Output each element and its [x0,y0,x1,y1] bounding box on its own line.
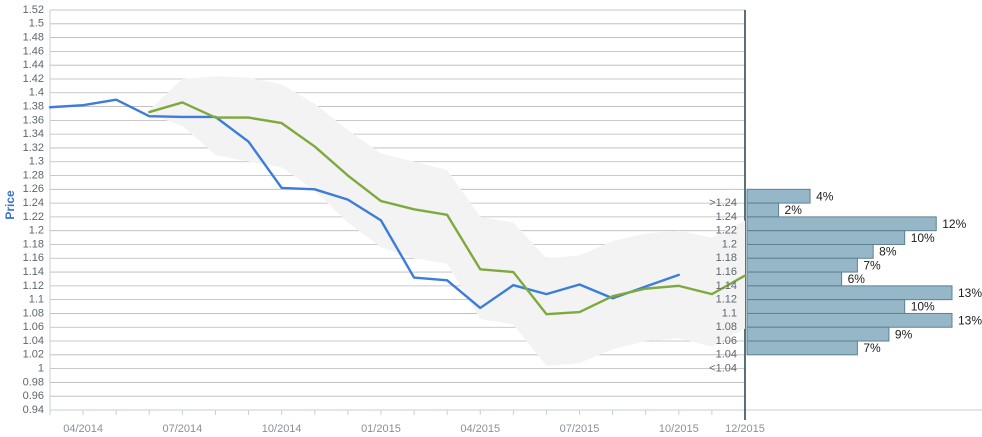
y-axis-tick-label: 0.94 [23,404,44,416]
histogram-bar-value-label: 7% [863,258,881,272]
y-axis-tick-label: 1.44 [23,59,44,71]
y-axis-tick-label: 0.96 [23,390,44,402]
y-axis-tick-label: 1.04 [23,335,44,347]
y-axis-tick-label: 1.02 [23,349,44,361]
histogram-bar [746,299,906,314]
y-axis-tick-label: 1.28 [23,169,44,181]
histogram-bar [746,216,937,232]
y-axis-tick-label: 1.46 [23,45,44,57]
x-axis-tick-label: 04/2014 [63,423,103,435]
histogram-bar [746,326,890,342]
y-axis-tick-label: 1.48 [23,31,44,43]
y-axis-tick-label: 1.24 [23,197,44,209]
histogram-bin-label: 1.04 [716,349,737,361]
histogram-bin-label: 1.24 [716,211,737,223]
histogram-bar-value-label: 4% [816,189,834,203]
confidence-band-area [149,76,746,366]
y-axis-tick-label: 1.18 [23,238,44,250]
histogram-bar [746,188,811,204]
y-axis-tick-label: 1.52 [23,4,44,16]
series-line-forecast [148,101,747,316]
y-axis-tick-label: 1.3 [29,156,44,168]
y-axis-tick-label: 1.38 [23,100,44,112]
y-axis-tick-label: 1.08 [23,307,44,319]
x-axis-tick-label: 01/2015 [361,423,401,435]
histogram-bin-label: >1.24 [709,197,737,209]
histogram-bin-label: 1.12 [716,294,737,306]
x-axis-tick-label: 07/2014 [162,423,202,435]
histogram-bin-label: 1.14 [716,280,737,292]
histogram-bar [746,202,780,218]
histogram-bin-label: 1.06 [716,335,737,347]
y-axis-tick-label: 1.2 [29,225,44,237]
histogram-bar [746,285,953,301]
histogram-bar-value-label: 13% [958,286,982,300]
histogram-bar-value-label: 10% [911,300,935,314]
y-axis-tick-label: 1.26 [23,183,44,195]
histogram-bin-label: 1.08 [716,321,737,333]
y-axis-tick-label: 1.36 [23,114,44,126]
y-axis-tick-label: 1.5 [29,18,44,30]
histogram-bar-value-label: 10% [911,231,935,245]
x-axis-tick-label: 07/2015 [560,423,600,435]
histogram-bar-value-label: 9% [895,327,913,341]
y-axis-tick-label: 1.16 [23,252,44,264]
histogram-bar [746,257,858,273]
histogram-bar [746,340,858,356]
x-axis-tick-label: 12/2015 [725,423,765,435]
histogram-bar-value-label: 6% [848,272,866,286]
y-axis-tick-label: 1.22 [23,211,44,223]
y-axis-tick-label: 1.1 [29,294,44,306]
histogram-bar-value-label: 7% [863,341,881,355]
histogram-bin-label: 1.18 [716,252,737,264]
y-axis-tick-label: 0.98 [23,376,44,388]
histogram-bin-label: 1.22 [716,225,737,237]
histogram-bin-label: 1.2 [722,238,737,250]
y-axis-title: Price [3,190,17,220]
histogram-bar [746,271,843,287]
y-axis-tick-label: 1.4 [29,87,44,99]
x-axis-tick-label: 10/2015 [659,423,699,435]
y-axis-tick-label: 1.32 [23,142,44,154]
x-axis-tick-label: 10/2014 [262,423,302,435]
histogram-bar-value-label: 2% [785,203,803,217]
y-axis-tick-label: 1.42 [23,73,44,85]
histogram-bar-value-label: 8% [879,245,897,259]
x-axis-tick-label: 04/2015 [460,423,500,435]
histogram-bar [746,243,874,259]
y-axis-tick-label: 1.12 [23,280,44,292]
series-line-actual [48,98,681,310]
histogram-bar-value-label: 12% [942,217,966,231]
histogram-bar [746,312,953,328]
y-axis-tick-label: 1.34 [23,128,44,140]
y-axis-tick-label: 1.14 [23,266,44,278]
histogram-bar-value-label: 13% [958,314,982,328]
histogram-bar [746,230,906,245]
y-axis-tick-label: 1.06 [23,321,44,333]
histogram-bin-label: 1.16 [716,266,737,278]
histogram-bin-label: 1.1 [722,307,737,319]
histogram-bin-label: <1.04 [709,363,737,375]
y-axis-tick-label: 1 [38,363,44,375]
